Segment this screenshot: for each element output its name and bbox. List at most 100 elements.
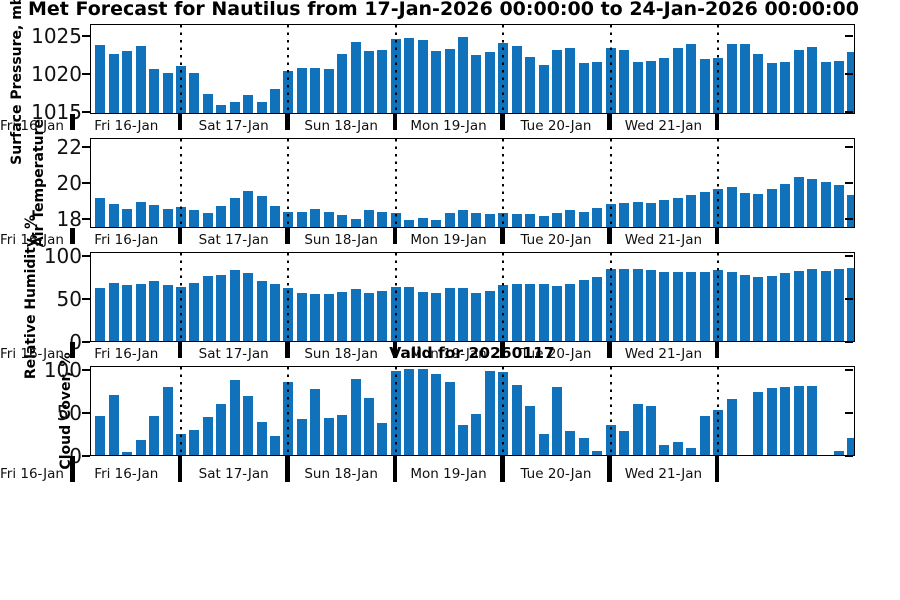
day-gridline bbox=[502, 139, 505, 227]
bar bbox=[766, 189, 777, 227]
day-tick-mark bbox=[392, 342, 398, 358]
bar bbox=[135, 45, 146, 113]
bar bbox=[202, 275, 213, 341]
bar bbox=[847, 52, 854, 113]
day-tick-mark bbox=[70, 456, 75, 482]
bar bbox=[645, 202, 656, 227]
bar bbox=[377, 423, 388, 455]
bar bbox=[672, 48, 683, 113]
bar bbox=[471, 293, 482, 341]
bar bbox=[337, 414, 348, 455]
x-tick-band: Fri 16-Jan Fri 16-Jan Sat 17-Jan Sun 18-Jan… bbox=[0, 456, 900, 490]
day-gridline bbox=[502, 367, 505, 455]
bar bbox=[753, 392, 764, 455]
bar bbox=[578, 280, 589, 341]
day-tick-mark bbox=[607, 114, 612, 130]
x-tick-label: Wed 21-Jan bbox=[624, 118, 703, 134]
bar bbox=[847, 268, 854, 341]
bar bbox=[108, 282, 119, 341]
bar bbox=[484, 291, 495, 341]
bar bbox=[619, 431, 630, 455]
bar bbox=[525, 406, 536, 455]
bar bbox=[659, 271, 670, 341]
bar bbox=[337, 215, 348, 227]
x-tick-label: Wed 21-Jan bbox=[624, 346, 703, 362]
bar bbox=[122, 51, 133, 113]
y-tick-mark-left bbox=[82, 218, 90, 220]
y-tick-mark-right bbox=[845, 369, 853, 371]
bar bbox=[189, 282, 200, 341]
day-gridline bbox=[180, 253, 182, 341]
day-gridline bbox=[287, 25, 290, 113]
x-tick-label: Tue 20-Jan bbox=[520, 232, 592, 248]
valid-for-note: Valid for 20260117 bbox=[389, 344, 555, 362]
x-tick-label: Fri 16-Jan bbox=[94, 232, 159, 248]
bar bbox=[820, 270, 831, 341]
y-tick-mark-left bbox=[82, 146, 90, 148]
y-tick-label: 50 bbox=[56, 287, 82, 312]
bar bbox=[323, 418, 334, 455]
bar bbox=[377, 211, 388, 227]
y-tick-label: 1020 bbox=[31, 62, 82, 87]
bar bbox=[793, 270, 804, 341]
bar bbox=[699, 191, 710, 227]
bar bbox=[95, 416, 106, 455]
bar bbox=[538, 284, 549, 341]
bar bbox=[296, 293, 307, 341]
bar bbox=[202, 93, 213, 113]
bar bbox=[672, 198, 683, 227]
bar bbox=[296, 68, 307, 113]
day-gridline bbox=[502, 253, 505, 341]
day-tick-mark bbox=[714, 114, 720, 130]
bar bbox=[404, 369, 415, 455]
x-tick-label: Sun 18-Jan bbox=[304, 232, 378, 248]
bar bbox=[766, 275, 777, 341]
bar bbox=[565, 209, 576, 227]
bar bbox=[525, 214, 536, 227]
bar bbox=[229, 269, 240, 341]
bar bbox=[269, 206, 280, 227]
bar bbox=[122, 209, 133, 227]
bar bbox=[551, 49, 562, 113]
bar bbox=[363, 398, 374, 455]
day-tick-mark bbox=[607, 228, 612, 244]
bar bbox=[149, 281, 160, 341]
bar bbox=[243, 191, 254, 227]
bar bbox=[323, 211, 334, 227]
bar bbox=[484, 213, 495, 227]
day-tick-mark bbox=[285, 114, 290, 130]
bar bbox=[363, 51, 374, 113]
bar bbox=[632, 269, 643, 341]
bar bbox=[632, 61, 643, 113]
bar bbox=[149, 415, 160, 455]
bar bbox=[659, 58, 670, 113]
bar bbox=[780, 387, 791, 455]
bar bbox=[296, 419, 307, 455]
bar bbox=[578, 211, 589, 227]
bar bbox=[525, 56, 536, 113]
bar bbox=[310, 68, 321, 113]
bar bbox=[793, 386, 804, 455]
day-gridline bbox=[502, 25, 505, 113]
bar bbox=[216, 206, 227, 227]
bar bbox=[471, 413, 482, 455]
bar bbox=[189, 73, 200, 113]
bar bbox=[417, 369, 428, 455]
bar bbox=[95, 45, 106, 113]
bar bbox=[686, 194, 697, 227]
bar bbox=[538, 433, 549, 455]
day-gridline bbox=[287, 139, 290, 227]
bar bbox=[766, 388, 777, 455]
bar bbox=[511, 213, 522, 227]
bar bbox=[592, 276, 603, 341]
bar bbox=[592, 450, 603, 455]
bar bbox=[820, 182, 831, 227]
y-tick-label: 18 bbox=[56, 207, 82, 231]
bar bbox=[95, 287, 106, 341]
y-tick-mark-left bbox=[82, 182, 90, 184]
bar bbox=[726, 399, 737, 455]
y-tick-mark-left bbox=[82, 341, 90, 343]
bar bbox=[645, 406, 656, 455]
bar bbox=[699, 416, 710, 455]
y-tick-mark-left bbox=[82, 255, 90, 257]
